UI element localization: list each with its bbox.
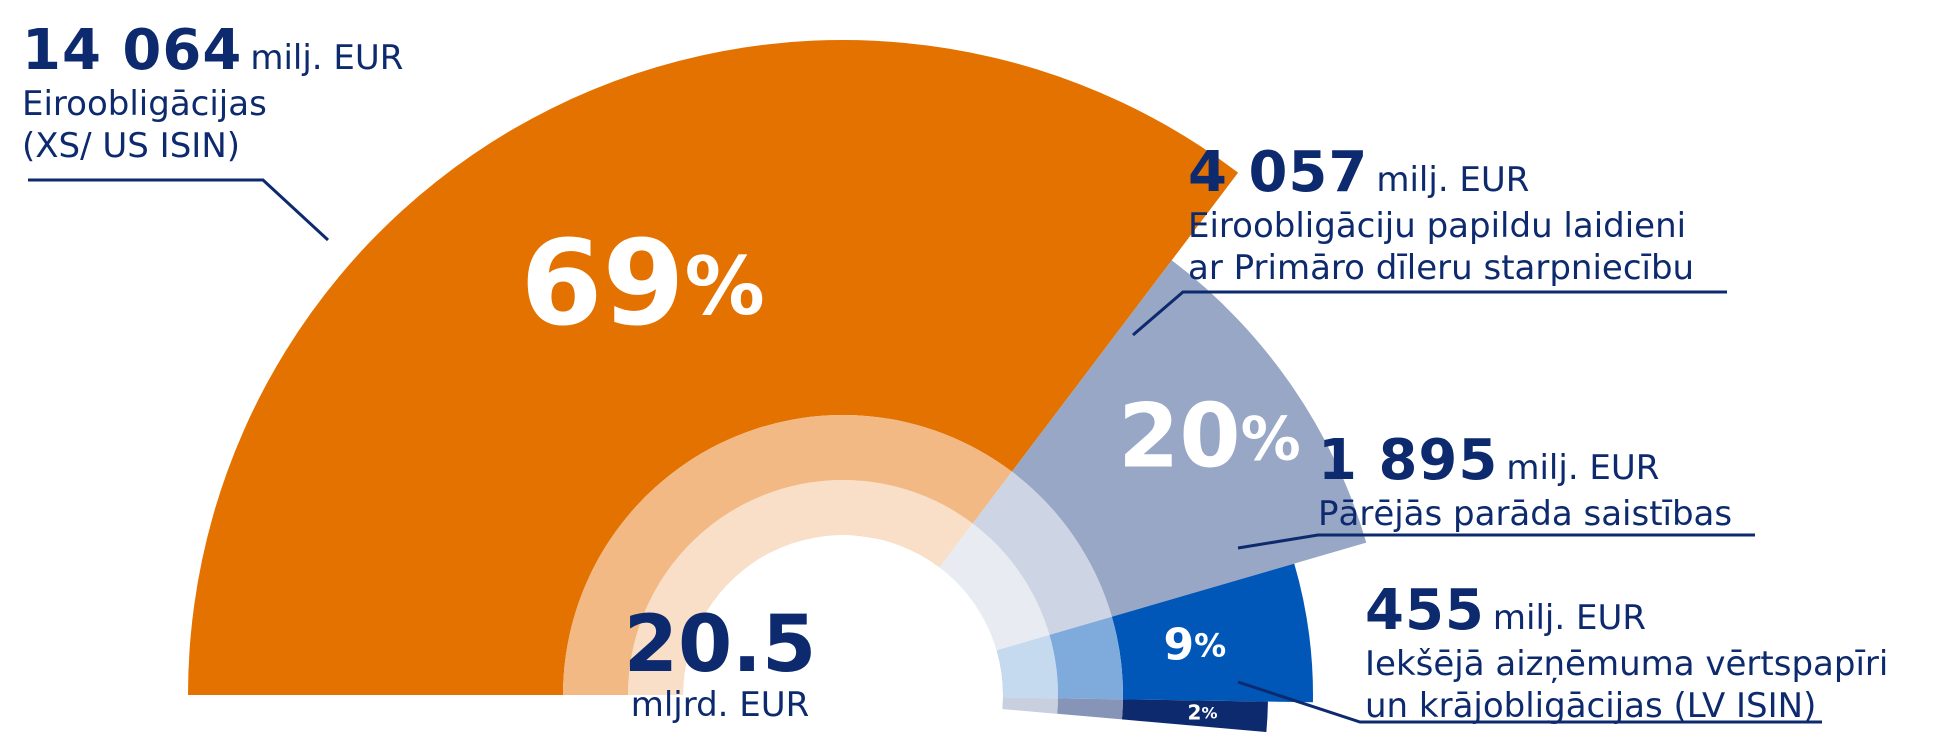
- segment-2-percent-label: 20%: [1118, 384, 1301, 487]
- segment-description-line: ar Primāro dīleru starpniecību: [1188, 248, 1695, 288]
- total-unit: mljrd. EUR: [630, 685, 810, 725]
- segment-unit: milj. EUR: [1376, 160, 1530, 200]
- segment-value: 4 057: [1188, 140, 1369, 205]
- total-value: 20.5: [623, 600, 817, 690]
- segment-3-inner-arc: [1049, 616, 1123, 700]
- segment-value: 1 895: [1318, 428, 1499, 493]
- leader-line-2: [1132, 290, 1727, 337]
- segment-description-line: Eiroobligācijas: [22, 84, 267, 124]
- segment-4-outer-arc: [1121, 699, 1268, 732]
- segment-label-eurobonds: 14 064 milj. EUR Eiroobligācijas (XS/ US …: [22, 18, 403, 167]
- segment-description-line: un krājobligācijas (LV ISIN): [1365, 686, 1817, 726]
- segment-label-domestic-securities: 455 milj. EUR Iekšējā aizņēmuma vērtspapī…: [1365, 578, 1888, 727]
- leader-line-4: [1237, 680, 1822, 724]
- segment-3-outer-arc: [1111, 563, 1313, 703]
- segment-1-inner-arc: [563, 415, 1012, 695]
- segment-description-line: Iekšējā aizņēmuma vērtspapīri: [1365, 644, 1889, 684]
- segment-description-line: Eiroobligāciju papildu laidieni: [1188, 206, 1687, 246]
- segment-4-inner-arc: [1057, 698, 1123, 720]
- segment-2-outer-arc: [1011, 260, 1367, 617]
- segment-4-percent-label: 2%: [1188, 700, 1218, 724]
- segment-unit: milj. EUR: [1506, 448, 1660, 488]
- segment-1-percent-label: 69%: [520, 214, 764, 352]
- core-ring-veil: [628, 480, 1058, 714]
- segment-value: 455: [1365, 578, 1485, 643]
- leader-line-3: [1237, 533, 1755, 550]
- segment-value: 14 064: [22, 18, 243, 83]
- segment-unit: milj. EUR: [1492, 598, 1646, 638]
- segment-2-inner-arc: [972, 471, 1112, 635]
- leader-line-1: [28, 178, 330, 242]
- segment-3-percent-label: 9%: [1163, 620, 1226, 671]
- segment-label-other-debt: 1 895 milj. EUR Pārējās parāda saistības: [1318, 428, 1732, 535]
- segment-1-outer-arc: [188, 39, 1239, 695]
- segment-description-line: (XS/ US ISIN): [22, 126, 241, 166]
- segment-unit: milj. EUR: [250, 38, 404, 78]
- segment-label-eurobond-taps: 4 057 milj. EUR Eiroobligāciju papildu la…: [1188, 140, 1694, 289]
- segment-description-line: Pārējās parāda saistības: [1318, 494, 1733, 534]
